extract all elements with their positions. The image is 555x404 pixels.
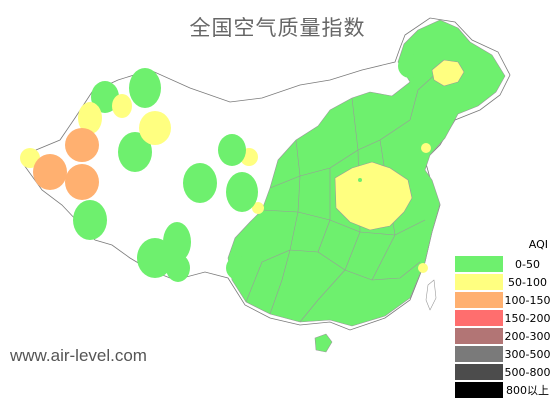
region-northeast-moderate <box>431 59 465 87</box>
region-central-plain-moderate <box>334 161 413 231</box>
legend-item: 0-50 <box>455 255 552 273</box>
station-good <box>226 256 250 280</box>
legend-label: 500-800 <box>504 365 551 379</box>
station-unhealthy-sensitive <box>65 164 99 200</box>
region-taiwan <box>425 279 437 311</box>
station-good <box>129 68 161 108</box>
legend-label: 100-150 <box>504 293 551 307</box>
station-moderate <box>78 102 102 134</box>
station-moderate <box>20 148 40 168</box>
region-hainan <box>314 333 333 353</box>
legend-item: 50-100 <box>455 273 552 291</box>
legend-label: 300-500 <box>504 347 551 361</box>
station-good <box>358 178 362 182</box>
station-good <box>398 54 422 78</box>
province-borders <box>245 69 441 323</box>
legend-title: AQI <box>528 238 548 251</box>
legend-label: 800以上 <box>506 384 549 397</box>
legend-swatch <box>455 292 503 308</box>
legend-label: 150-200 <box>504 311 551 325</box>
legend-item: 800以上 <box>455 381 552 399</box>
station-unhealthy-sensitive <box>65 128 99 162</box>
station-moderate <box>112 94 132 118</box>
aqi-legend: AQI 0-50 50-100 100-150 150-200 200-300 300-5… <box>452 236 555 400</box>
legend-label: 50-100 <box>508 275 547 289</box>
station-good <box>166 254 190 282</box>
legend-swatch <box>455 328 503 344</box>
station-moderate <box>421 143 431 153</box>
station-moderate <box>252 202 264 214</box>
station-good <box>91 81 119 113</box>
legend-swatch <box>455 274 503 290</box>
legend-item: 100-150 <box>455 291 552 309</box>
station-unhealthy-sensitive <box>33 154 67 190</box>
station-good <box>163 222 191 262</box>
legend-item: 300-500 <box>455 345 552 363</box>
station-moderate <box>418 263 428 273</box>
legend-item: 500-800 <box>455 363 552 381</box>
watermark: www.air-level.com <box>10 346 147 365</box>
legend-item: 200-300 <box>455 327 552 345</box>
station-good <box>226 172 258 212</box>
station-good <box>218 134 246 166</box>
legend-label: 0-50 <box>515 257 540 271</box>
legend-label: 200-300 <box>504 329 551 343</box>
station-good <box>118 132 152 172</box>
station-good <box>431 26 459 54</box>
map-title: 全国空气质量指数 <box>189 16 366 40</box>
legend-swatch <box>455 346 503 362</box>
station-good <box>183 163 217 203</box>
legend-swatch <box>455 364 503 380</box>
station-good <box>73 200 107 240</box>
station-moderate <box>139 111 171 145</box>
legend-swatch <box>455 256 503 272</box>
legend-item: 150-200 <box>455 309 552 327</box>
legend-swatch <box>455 310 503 326</box>
legend-swatch <box>455 382 503 398</box>
